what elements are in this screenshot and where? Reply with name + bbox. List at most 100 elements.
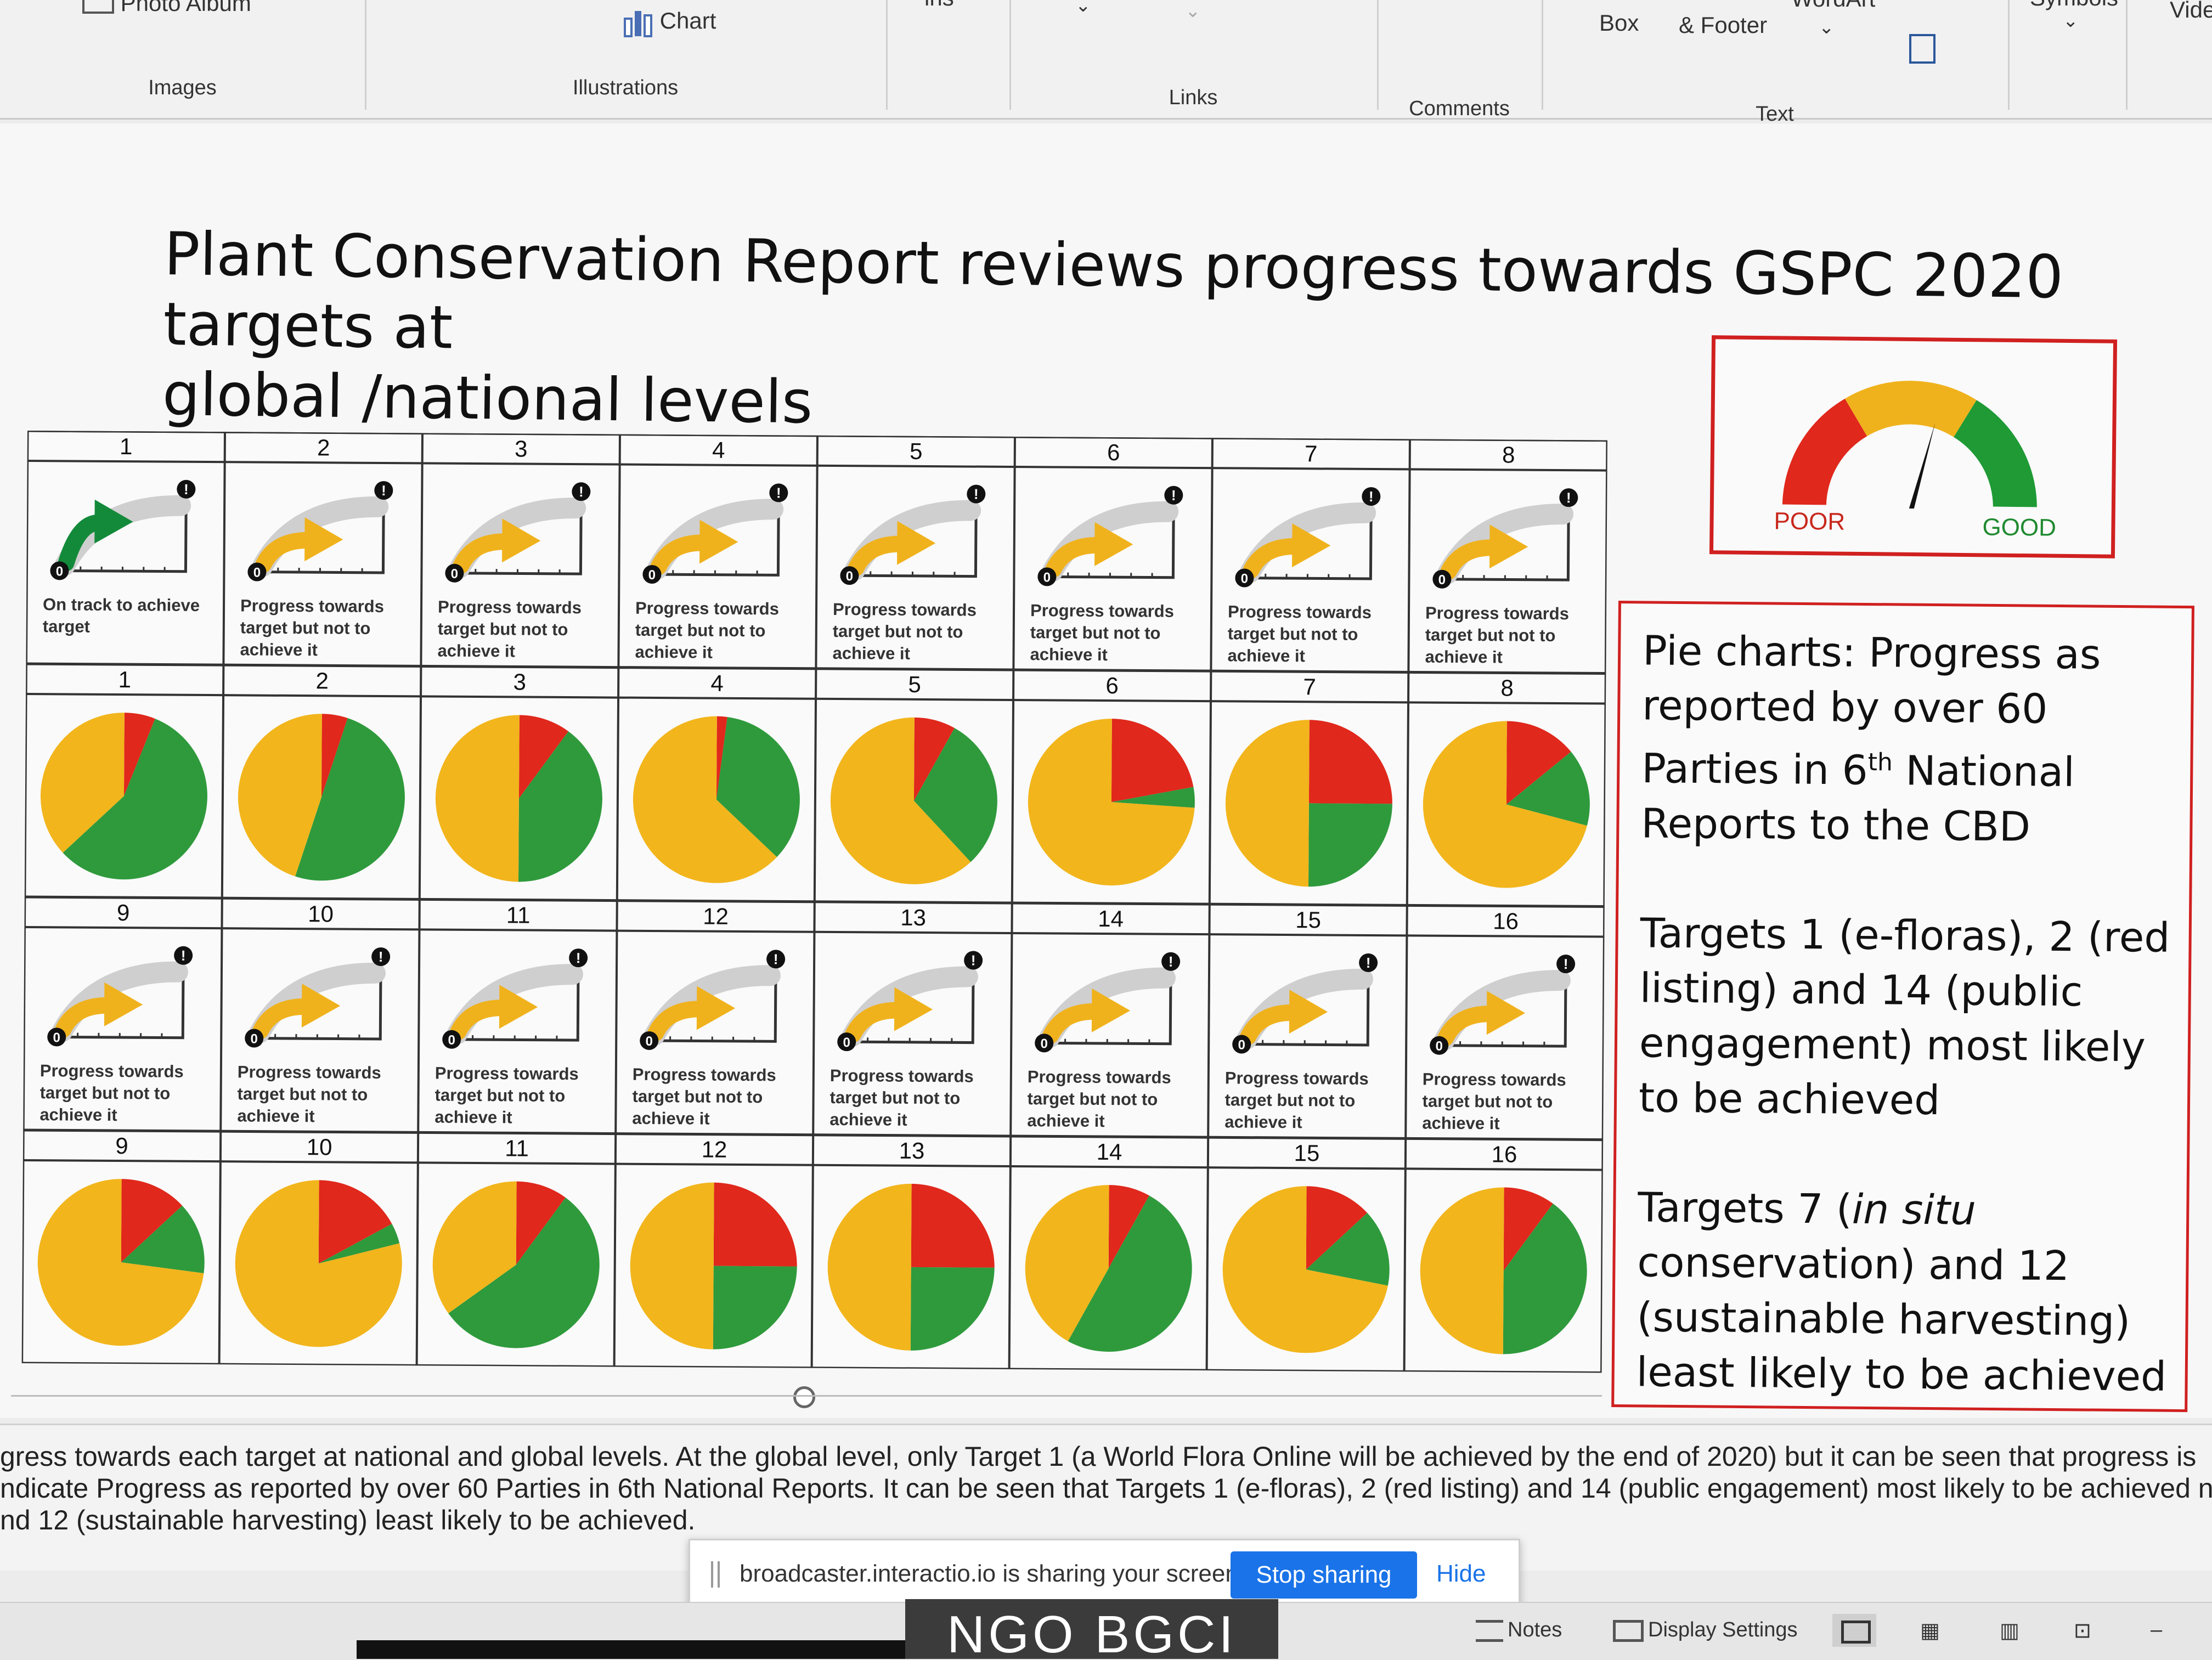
table-rule: [1208, 904, 1210, 1137]
indicator-end-label: !: [184, 481, 189, 498]
indicator-status-line: achieve it: [1030, 645, 1108, 664]
object-icon[interactable]: [1909, 34, 1936, 69]
table-rule: [1404, 1138, 1406, 1371]
chart-button[interactable]: Chart: [623, 8, 716, 37]
target-number-label: 13: [900, 905, 926, 930]
target-pie-5[interactable]: [830, 717, 998, 885]
gauge-legend[interactable]: POOR GOOD: [1709, 335, 2117, 558]
indicator-start-label: 0: [1043, 570, 1051, 585]
target-pie-7[interactable]: [1225, 719, 1393, 887]
target-pie-14[interactable]: [1025, 1184, 1193, 1352]
indicator-end-label: !: [776, 484, 781, 501]
normal-view-button[interactable]: [1832, 1614, 1876, 1647]
hide-button[interactable]: Hide: [1436, 1560, 1486, 1588]
table-rule: [222, 665, 224, 898]
indicator-start-label: 0: [1238, 1037, 1245, 1052]
chevron-down-icon[interactable]: ⌄: [1075, 0, 1091, 16]
display-settings-button[interactable]: Display Settings: [1613, 1618, 1797, 1642]
indicator-status-line: achieve it: [1425, 647, 1503, 667]
indicator-end-label: !: [1564, 956, 1568, 972]
indicator-status-line: target but not to: [1228, 624, 1358, 643]
table-rule: [618, 434, 620, 668]
indicator-end-label: !: [181, 947, 186, 964]
target-number-label: 11: [505, 1135, 529, 1161]
chevron-down-icon[interactable]: ⌄: [1185, 0, 1201, 22]
addins-group: ins: [886, 0, 1011, 110]
target-pie-13[interactable]: [827, 1183, 995, 1351]
reading-view-icon[interactable]: ▥: [2000, 1618, 2019, 1643]
symbols-button[interactable]: Symbols: [2030, 0, 2118, 11]
table-rule: [221, 898, 222, 1131]
summary-text-box[interactable]: Pie charts: Progress as reported by over…: [1611, 601, 2194, 1412]
video-button[interactable]: Vide: [2170, 0, 2212, 23]
indicator-status-line: achieve it: [635, 642, 713, 662]
zoom-out-icon[interactable]: –: [2151, 1618, 2162, 1642]
indicator-start-label: 0: [451, 567, 459, 581]
indicator-start-label: 0: [846, 569, 854, 584]
indicator-end-label: !: [774, 951, 778, 967]
target-number-label: 1: [118, 667, 131, 692]
target-pie-1[interactable]: [40, 712, 208, 880]
indicator-status-line: achieve it: [237, 1106, 315, 1126]
stop-sharing-button[interactable]: Stop sharing: [1231, 1551, 1417, 1599]
table-rule: [1013, 437, 1015, 670]
drag-handle-icon[interactable]: [711, 1561, 720, 1588]
indicator-status-line: Progress towards: [40, 1061, 184, 1081]
target-pie-3[interactable]: [435, 715, 603, 883]
target-number-label: 6: [1105, 673, 1119, 698]
indicator-status-line: achieve it: [40, 1105, 117, 1125]
addins-button[interactable]: ins: [924, 0, 954, 11]
target-pie-4[interactable]: [633, 716, 800, 884]
slide-sorter-icon[interactable]: ▦: [1920, 1618, 1940, 1643]
target-pie-16[interactable]: [1420, 1187, 1588, 1355]
target-pie-10[interactable]: [235, 1179, 403, 1347]
indicator-status-line: target: [43, 617, 90, 636]
symbols-group: Symbols ⌄: [2008, 0, 2128, 110]
slide-resize-handle[interactable]: [793, 1386, 815, 1408]
indicator-status-line: achieve it: [1227, 646, 1305, 665]
notes-toggle-label: Notes: [1508, 1618, 1562, 1641]
indicator-end-label: !: [1566, 489, 1571, 506]
target-number-label: 2: [317, 434, 330, 460]
gauge-good-label: GOOD: [1982, 513, 2056, 541]
target-number-label: 3: [513, 669, 526, 695]
text-box-button[interactable]: Box: [1599, 10, 1639, 36]
indicator-status-line: target but not to: [238, 1084, 368, 1104]
table-rule: [815, 669, 816, 902]
target-pie-12[interactable]: [630, 1182, 798, 1350]
table-rule: [813, 902, 815, 1135]
target-pie-11[interactable]: [432, 1181, 600, 1349]
target-pie-6[interactable]: [1028, 718, 1195, 886]
images-group-label: Images: [0, 76, 365, 100]
notes-toggle-button[interactable]: Notes: [1476, 1618, 1562, 1642]
chevron-down-icon[interactable]: ⌄: [1819, 16, 1835, 38]
slide-bottom-border: [11, 1395, 1602, 1397]
links-group-label: Links: [1009, 86, 1377, 110]
target-number-label: 14: [1098, 906, 1124, 931]
photo-album-icon: [82, 0, 114, 14]
indicator-status-line: achieve it: [435, 1108, 512, 1127]
indicator-end-label: !: [974, 486, 979, 502]
slideshow-icon[interactable]: ⊡: [2074, 1618, 2091, 1643]
indicator-status-line: achieve it: [632, 1109, 710, 1128]
target-number-label: 10: [307, 1134, 332, 1160]
target-pie-15[interactable]: [1222, 1185, 1390, 1353]
indicator-status-line: Progress towards: [833, 600, 977, 620]
indicator-status-line: Progress towards: [1225, 1068, 1369, 1088]
table-rule: [1207, 1137, 1209, 1370]
summary-p3-em: in situ: [1852, 1185, 1976, 1234]
photo-album-button[interactable]: Photo Album: [82, 0, 251, 16]
target-pie-8[interactable]: [1423, 721, 1590, 889]
chevron-down-icon[interactable]: ⌄: [2063, 10, 2079, 32]
target-pie-2[interactable]: [238, 713, 405, 881]
target-number-label: 3: [515, 436, 528, 461]
indicator-status-line: target but not to: [833, 622, 963, 641]
slide-canvas[interactable]: Plant Conservation Report reviews progre…: [0, 123, 2212, 1418]
indicator-status-line: achieve it: [1422, 1114, 1500, 1133]
header-footer-button[interactable]: & Footer: [1679, 12, 1767, 38]
target-pie-9[interactable]: [37, 1178, 205, 1346]
gauge-graphic: POOR GOOD: [1713, 339, 2106, 546]
indicator-status-line: target but not to: [438, 619, 568, 639]
wordart-button[interactable]: WordArt: [1791, 0, 1875, 12]
